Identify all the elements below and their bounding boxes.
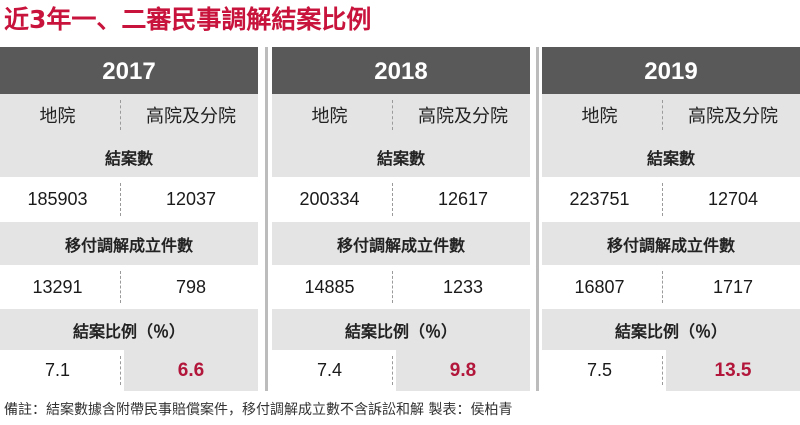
year-panel-2018: 2018 地院 高院及分院結案數 200334 12617 移付調解成立件數 14885 12… xyxy=(272,47,530,391)
chart-title: 近3年一、二審民事調解結案比例 xyxy=(4,5,372,34)
year-panel-2019: 2019 地院 高院及分院結案數 223751 12704 移付調解成立件數 16807 17… xyxy=(542,47,800,391)
value-high-court: 12617 xyxy=(437,189,489,209)
column-divider xyxy=(662,356,663,385)
value-district-court: 200334 xyxy=(299,189,360,209)
value-high-court: 1233 xyxy=(442,276,484,297)
table-row: 移付調解成立件數 xyxy=(542,222,800,265)
column-divider xyxy=(392,183,393,216)
table-row: 185903 12037 xyxy=(0,177,258,222)
highlight-cell-bg xyxy=(666,350,800,391)
value-high-court: 12037 xyxy=(165,189,217,209)
table-row: 結案比例（％） xyxy=(542,309,800,350)
table-row: 7.4 9.8 xyxy=(272,350,530,391)
value-district-court: 7.4 xyxy=(316,360,343,380)
table-row: 結案比例（％） xyxy=(272,309,530,350)
table-row: 223751 12704 xyxy=(542,177,800,222)
year-label: 2018 xyxy=(374,58,428,85)
column-header-high-court: 高院及分院 xyxy=(146,106,236,126)
value-high-court: 13.5 xyxy=(714,359,752,381)
section-label: 移付調解成立件數 xyxy=(336,237,465,255)
highlight-cell-bg xyxy=(124,350,258,391)
section-label: 結案比例（％） xyxy=(72,323,185,341)
table-row: 結案數 xyxy=(272,136,530,177)
value-district-court: 185903 xyxy=(27,189,88,209)
column-divider xyxy=(392,356,393,385)
value-high-court: 6.6 xyxy=(177,359,205,381)
section-label: 結案比例（％） xyxy=(614,323,727,341)
table-row: 結案數 xyxy=(0,136,258,177)
column-divider xyxy=(392,100,393,130)
table-row: 14885 1233 xyxy=(272,265,530,309)
table-row: 結案數 xyxy=(542,136,800,177)
column-divider xyxy=(120,356,121,385)
column-header-high-court: 高院及分院 xyxy=(418,106,508,126)
column-header-district-court: 地院 xyxy=(311,106,348,126)
value-district-court: 7.1 xyxy=(44,360,71,380)
panel-separator xyxy=(536,47,539,391)
column-header-high-court: 高院及分院 xyxy=(688,106,778,126)
section-label: 結案比例（％） xyxy=(344,323,457,341)
column-header-district-court: 地院 xyxy=(39,106,76,126)
table-row: 7.5 13.5 xyxy=(542,350,800,391)
table-row: 7.1 6.6 xyxy=(0,350,258,391)
panel-separator xyxy=(265,47,268,391)
year-label: 2017 xyxy=(102,58,156,85)
table-row: 13291 798 xyxy=(0,265,258,309)
table-row: 地院 高院及分院 xyxy=(272,94,530,136)
section-label: 結案數 xyxy=(646,150,695,168)
value-district-court: 223751 xyxy=(569,189,630,209)
year-header-bar xyxy=(272,47,530,94)
year-panel-2017: 2017 地院 高院及分院結案數 185903 12037 移付調解成立件數 13291 79… xyxy=(0,47,258,391)
value-high-court: 1717 xyxy=(712,276,754,297)
value-district-court: 16807 xyxy=(574,276,625,297)
column-divider xyxy=(120,183,121,216)
value-high-court: 12704 xyxy=(707,189,759,209)
table-row: 200334 12617 xyxy=(272,177,530,222)
year-label: 2019 xyxy=(644,58,698,85)
column-divider xyxy=(120,271,121,303)
column-divider xyxy=(662,183,663,216)
column-divider xyxy=(662,100,663,130)
section-label: 移付調解成立件數 xyxy=(64,237,193,255)
section-label: 結案數 xyxy=(376,150,425,168)
table-row: 16807 1717 xyxy=(542,265,800,309)
table-row: 地院 高院及分院 xyxy=(542,94,800,136)
value-high-court: 798 xyxy=(175,276,207,297)
value-district-court: 7.5 xyxy=(586,360,613,380)
column-header-district-court: 地院 xyxy=(581,106,618,126)
highlight-cell-bg xyxy=(396,350,530,391)
year-header-bar xyxy=(0,47,258,94)
column-divider xyxy=(120,100,121,130)
section-label: 結案數 xyxy=(104,150,153,168)
section-label: 移付調解成立件數 xyxy=(606,237,735,255)
column-divider xyxy=(392,271,393,303)
year-header-bar xyxy=(542,47,800,94)
footnote: 備註：結案數據含附帶民事賠償案件，移付調解成立數不含訴訟和解 製表：侯柏青 xyxy=(4,402,513,418)
table-row: 移付調解成立件數 xyxy=(272,222,530,265)
value-district-court: 14885 xyxy=(304,276,355,297)
value-district-court: 13291 xyxy=(32,276,83,297)
table-row: 地院 高院及分院 xyxy=(0,94,258,136)
table-row: 結案比例（％） xyxy=(0,309,258,350)
column-divider xyxy=(662,271,663,303)
table-row: 移付調解成立件數 xyxy=(0,222,258,265)
value-high-court: 9.8 xyxy=(449,359,477,381)
